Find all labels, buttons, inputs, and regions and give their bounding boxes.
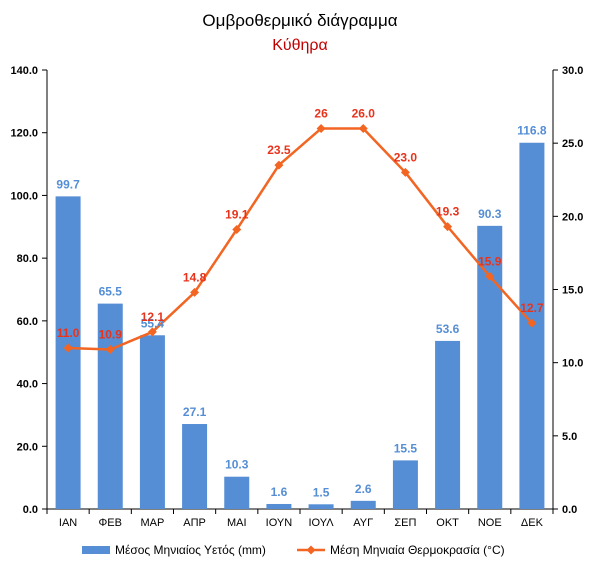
legend-bar-label: Μέσος Μηνιαίος Υετός (mm) <box>115 543 266 557</box>
line-data-label: 14.8 <box>183 270 207 284</box>
right-tick-label: 20.0 <box>562 211 583 223</box>
line-data-label: 26 <box>314 107 328 121</box>
bar-ΑΥΓ <box>350 500 376 509</box>
temperature-point-ΜΑΙ <box>232 225 242 235</box>
bar-data-label: 90.3 <box>478 207 502 221</box>
bar-ΜΑΙ <box>224 476 250 509</box>
right-tick-label: 5.0 <box>562 431 577 443</box>
chart-subtitle: Κύθηρα <box>272 37 328 54</box>
bar-data-label: 2.6 <box>355 482 372 496</box>
right-tick-label: 0.0 <box>562 504 577 516</box>
bar-data-label: 1.5 <box>313 485 330 499</box>
x-tick-label: ΣΕΠ <box>394 517 416 529</box>
legend-line-label: Μέση Μηνιαία Θερμοκρασία (°C) <box>330 543 505 557</box>
data-labels-group: 99.7 65.5 55.4 27.1 10.3 1.6 1.5 2.6 15.5 53.6 90.… <box>56 107 547 500</box>
left-tick-label: 40.0 <box>17 379 38 391</box>
line-data-label: 12.1 <box>141 310 165 324</box>
chart-title: Ομβροθερμικό διάγραμμα <box>202 11 397 30</box>
x-tick-label: ΟΚΤ <box>436 517 459 529</box>
temperature-line <box>68 127 533 351</box>
x-tick-label: ΝΟΕ <box>478 517 502 529</box>
line-data-label: 15.9 <box>478 254 502 268</box>
temperature-point-ΣΕΠ <box>400 167 410 177</box>
right-tick-label: 30.0 <box>562 65 583 77</box>
temperature-point-ΑΠΡ <box>190 287 200 297</box>
right-tick-label: 15.0 <box>562 285 583 297</box>
bar-data-label: 53.6 <box>436 322 460 336</box>
bar-ΙΟΥΝ <box>266 503 292 509</box>
temperature-point-ΔΕΚ <box>527 318 537 328</box>
bar-data-label: 55.4 <box>141 316 165 330</box>
legend: Μέσος Μηνιαίος Υετός (mm) Μέση Μηνιαία Θ… <box>82 543 505 557</box>
x-tick-label: ΑΥΓ <box>353 517 373 529</box>
bars-group <box>55 142 545 509</box>
bar-ΟΚΤ <box>435 340 461 509</box>
bar-data-label: 1.6 <box>271 485 288 499</box>
left-tick-label: 100.0 <box>10 190 38 202</box>
bar-data-label: 116.8 <box>517 124 547 138</box>
left-tick-label: 120.0 <box>10 128 38 140</box>
temperature-point-ΝΟΕ <box>485 271 495 281</box>
right-tick-label: 10.0 <box>562 358 583 370</box>
bar-ΑΠΡ <box>182 424 208 509</box>
bar-ΦΕΒ <box>97 303 123 509</box>
x-tick-label: ΙΑΝ <box>59 517 77 529</box>
bar-ΙΑΝ <box>55 196 81 509</box>
x-tick-label: ΦΕΒ <box>99 517 122 529</box>
bar-ΙΟΥΛ <box>308 504 334 509</box>
temperature-point-ΑΥΓ <box>358 124 368 134</box>
left-tick-label: 20.0 <box>17 441 38 453</box>
temperature-point-ΜΑΡ <box>147 327 157 337</box>
line-data-label: 26.0 <box>352 107 376 121</box>
bar-data-label: 99.7 <box>56 177 80 191</box>
legend-bar-swatch <box>82 546 110 554</box>
axes-group: 0.0 20.0 40.0 60.0 80.0 100.0 120.0 140.0 0.0 5.0… <box>10 65 583 529</box>
line-data-label: 23.5 <box>267 143 291 157</box>
legend-line-marker <box>306 545 316 555</box>
left-tick-label: 80.0 <box>17 253 38 265</box>
bar-ΣΕΠ <box>392 460 418 509</box>
temperature-point-ΟΚΤ <box>443 222 453 232</box>
x-tick-label: ΑΠΡ <box>183 517 206 529</box>
bar-data-label: 15.5 <box>394 441 418 455</box>
line-data-label: 23.0 <box>394 150 418 164</box>
line-group <box>63 124 537 354</box>
temperature-point-ΙΑΝ <box>63 343 73 353</box>
line-data-label: 19.1 <box>225 208 249 222</box>
temperature-point-ΙΟΥΛ <box>316 124 326 134</box>
line-data-label: 11.0 <box>57 326 80 340</box>
bar-data-label: 65.5 <box>99 285 123 299</box>
left-tick-label: 60.0 <box>17 316 38 328</box>
temperature-point-ΦΕΒ <box>105 344 115 354</box>
left-tick-label: 0.0 <box>23 504 38 516</box>
x-tick-label: ΜΑΙ <box>227 517 247 529</box>
bar-ΜΑΡ <box>139 335 165 509</box>
line-data-label: 12.7 <box>520 301 544 315</box>
right-tick-label: 25.0 <box>562 138 583 150</box>
line-data-label: 10.9 <box>99 327 123 341</box>
left-tick-label: 140.0 <box>10 65 38 77</box>
x-tick-label: ΔΕΚ <box>521 517 544 529</box>
temperature-point-ΙΟΥΝ <box>274 160 284 170</box>
x-tick-label: ΙΟΥΝ <box>266 517 293 529</box>
line-data-label: 19.3 <box>436 205 460 219</box>
bar-data-label: 10.3 <box>225 458 249 472</box>
bar-data-label: 27.1 <box>183 405 207 419</box>
x-tick-label: ΙΟΥΛ <box>309 517 335 529</box>
x-tick-label: ΜΑΡ <box>140 517 164 529</box>
